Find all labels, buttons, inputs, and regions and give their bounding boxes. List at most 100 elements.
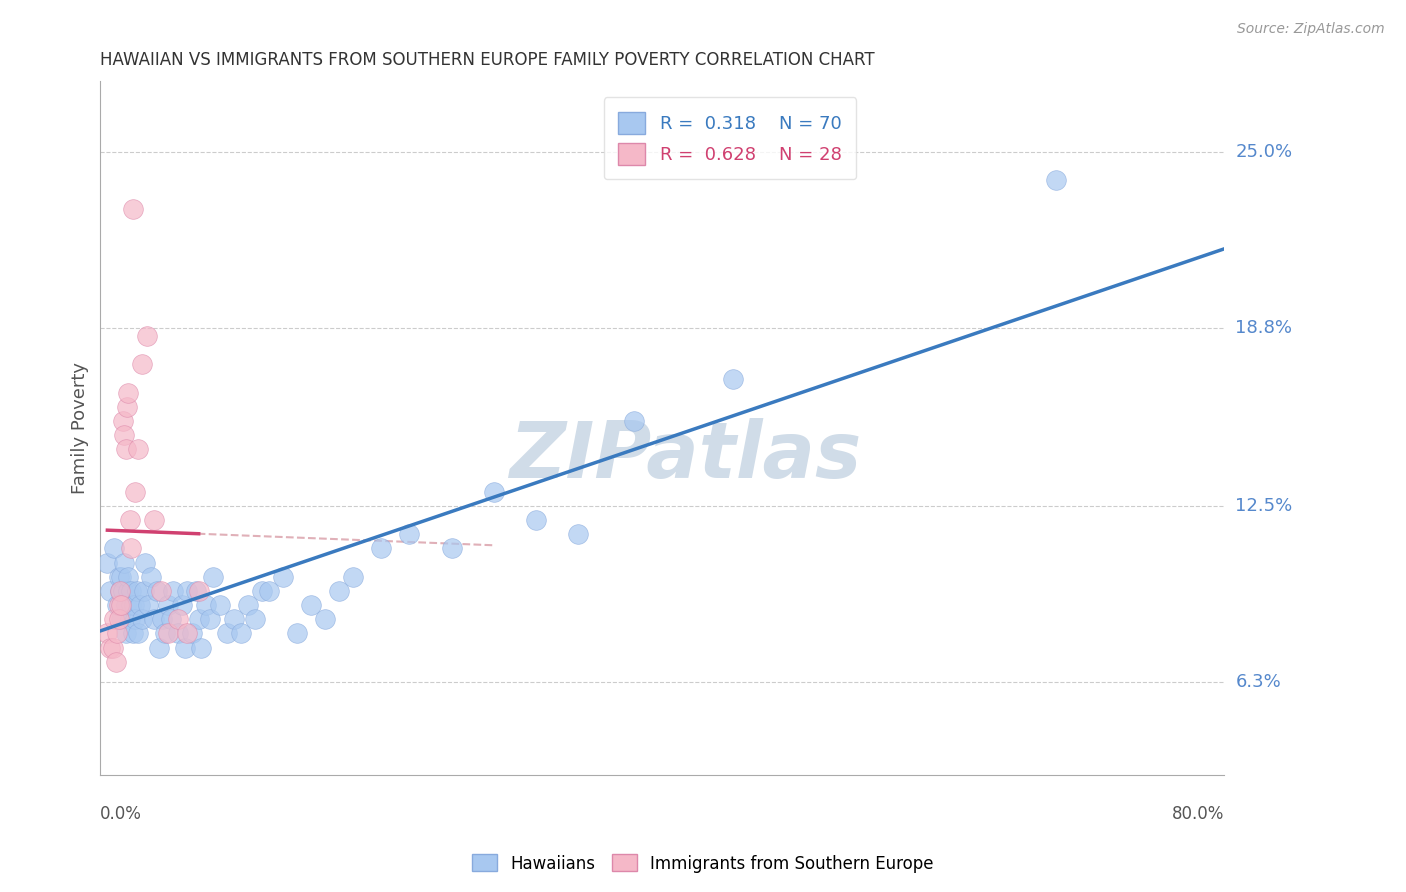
Point	[342, 570, 364, 584]
Point	[567, 527, 589, 541]
Point	[120, 583, 142, 598]
Point	[156, 626, 179, 640]
Point	[131, 358, 153, 372]
Point	[107, 598, 129, 612]
Text: 80.0%: 80.0%	[1171, 805, 1225, 823]
Point	[111, 583, 134, 598]
Point	[117, 583, 139, 598]
Point	[236, 598, 259, 612]
Text: HAWAIIAN VS IMMIGRANTS FROM SOUTHERN EUROPE FAMILY POVERTY CORRELATION CHART: HAWAIIAN VS IMMIGRANTS FROM SOUTHERN EUR…	[100, 51, 875, 69]
Point	[110, 612, 132, 626]
Point	[257, 583, 280, 598]
Point	[139, 570, 162, 584]
Point	[103, 541, 125, 556]
Point	[198, 612, 221, 626]
Point	[190, 640, 212, 655]
Point	[128, 598, 150, 612]
Legend: R =  0.318    N = 70, R =  0.628    N = 28: R = 0.318 N = 70, R = 0.628 N = 28	[605, 97, 856, 179]
Point	[114, 598, 136, 612]
Point	[124, 612, 146, 626]
Point	[176, 626, 198, 640]
Point	[149, 583, 172, 598]
Y-axis label: Family Poverty: Family Poverty	[72, 362, 89, 494]
Point	[96, 556, 118, 570]
Point	[250, 583, 273, 598]
Point	[187, 583, 209, 598]
Point	[111, 414, 134, 428]
Point	[98, 640, 121, 655]
Point	[98, 583, 121, 598]
Point	[127, 626, 149, 640]
Point	[398, 527, 420, 541]
Point	[110, 570, 132, 584]
Text: 6.3%: 6.3%	[1236, 673, 1281, 690]
Point	[166, 626, 188, 640]
Point	[159, 612, 181, 626]
Point	[208, 598, 231, 612]
Point	[107, 612, 129, 626]
Point	[201, 570, 224, 584]
Point	[1045, 173, 1067, 187]
Point	[180, 626, 202, 640]
Point	[108, 583, 131, 598]
Point	[96, 626, 118, 640]
Point	[114, 442, 136, 457]
Point	[271, 570, 294, 584]
Point	[136, 598, 159, 612]
Point	[118, 513, 141, 527]
Point	[148, 640, 170, 655]
Text: ZIPatlas: ZIPatlas	[509, 417, 860, 494]
Point	[127, 442, 149, 457]
Point	[132, 583, 155, 598]
Text: 18.8%: 18.8%	[1236, 318, 1292, 336]
Point	[142, 612, 165, 626]
Point	[124, 484, 146, 499]
Text: 25.0%: 25.0%	[1236, 143, 1292, 161]
Point	[115, 400, 138, 414]
Point	[110, 598, 132, 612]
Text: 12.5%: 12.5%	[1236, 497, 1292, 515]
Point	[103, 612, 125, 626]
Point	[194, 598, 217, 612]
Point	[101, 640, 124, 655]
Point	[114, 626, 136, 640]
Point	[131, 612, 153, 626]
Point	[125, 583, 148, 598]
Point	[243, 612, 266, 626]
Point	[150, 612, 173, 626]
Point	[120, 541, 142, 556]
Point	[166, 612, 188, 626]
Point	[105, 598, 128, 612]
Point	[229, 626, 252, 640]
Point	[107, 570, 129, 584]
Point	[623, 414, 645, 428]
Legend: Hawaiians, Immigrants from Southern Europe: Hawaiians, Immigrants from Southern Euro…	[465, 847, 941, 880]
Point	[173, 640, 195, 655]
Point	[105, 626, 128, 640]
Point	[104, 655, 127, 669]
Point	[142, 513, 165, 527]
Point	[328, 583, 350, 598]
Point	[153, 626, 176, 640]
Point	[524, 513, 547, 527]
Point	[482, 484, 505, 499]
Point	[117, 570, 139, 584]
Point	[108, 583, 131, 598]
Point	[118, 612, 141, 626]
Point	[145, 583, 167, 598]
Text: 0.0%: 0.0%	[100, 805, 142, 823]
Point	[162, 583, 184, 598]
Point	[187, 612, 209, 626]
Point	[112, 428, 135, 442]
Point	[117, 385, 139, 400]
Text: Source: ZipAtlas.com: Source: ZipAtlas.com	[1237, 22, 1385, 37]
Point	[370, 541, 392, 556]
Point	[176, 583, 198, 598]
Point	[314, 612, 336, 626]
Point	[721, 371, 744, 385]
Point	[215, 626, 238, 640]
Point	[121, 202, 143, 216]
Point	[122, 598, 145, 612]
Point	[170, 598, 193, 612]
Point	[440, 541, 463, 556]
